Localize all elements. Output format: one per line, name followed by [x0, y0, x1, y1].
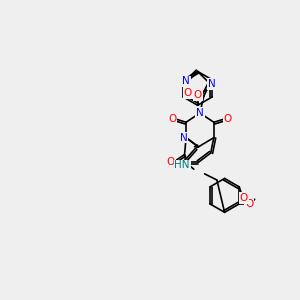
Text: O: O [245, 199, 254, 209]
Text: O: O [167, 157, 175, 167]
Text: O: O [168, 114, 176, 124]
Text: O: O [240, 193, 248, 203]
Text: N: N [180, 133, 188, 142]
Text: N: N [182, 76, 190, 86]
Text: O: O [224, 114, 232, 124]
Text: O: O [184, 88, 192, 98]
Text: N: N [208, 79, 215, 89]
Text: O: O [194, 90, 202, 100]
Text: N: N [196, 108, 204, 118]
Text: HN: HN [175, 160, 190, 170]
